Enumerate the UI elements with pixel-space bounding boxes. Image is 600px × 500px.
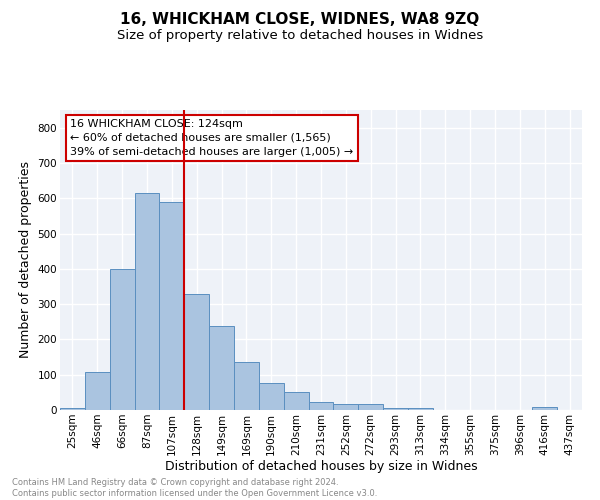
Text: 16 WHICKHAM CLOSE: 124sqm
← 60% of detached houses are smaller (1,565)
39% of se: 16 WHICKHAM CLOSE: 124sqm ← 60% of detac… bbox=[70, 119, 353, 157]
Bar bbox=[284, 392, 308, 410]
Text: Contains HM Land Registry data © Crown copyright and database right 2024.
Contai: Contains HM Land Registry data © Crown c… bbox=[12, 478, 377, 498]
Text: Size of property relative to detached houses in Widnes: Size of property relative to detached ho… bbox=[117, 29, 483, 42]
X-axis label: Distribution of detached houses by size in Widnes: Distribution of detached houses by size … bbox=[164, 460, 478, 473]
Bar bbox=[85, 372, 110, 410]
Bar bbox=[383, 408, 408, 410]
Y-axis label: Number of detached properties: Number of detached properties bbox=[19, 162, 32, 358]
Bar bbox=[308, 402, 334, 410]
Text: 16, WHICKHAM CLOSE, WIDNES, WA8 9ZQ: 16, WHICKHAM CLOSE, WIDNES, WA8 9ZQ bbox=[121, 12, 479, 28]
Bar bbox=[110, 269, 134, 410]
Bar bbox=[334, 404, 358, 410]
Bar bbox=[358, 404, 383, 410]
Bar bbox=[532, 407, 557, 410]
Bar bbox=[209, 326, 234, 410]
Bar bbox=[134, 193, 160, 410]
Bar bbox=[60, 408, 85, 410]
Bar bbox=[259, 383, 284, 410]
Bar bbox=[408, 408, 433, 410]
Bar bbox=[234, 362, 259, 410]
Bar bbox=[184, 294, 209, 410]
Bar bbox=[160, 202, 184, 410]
